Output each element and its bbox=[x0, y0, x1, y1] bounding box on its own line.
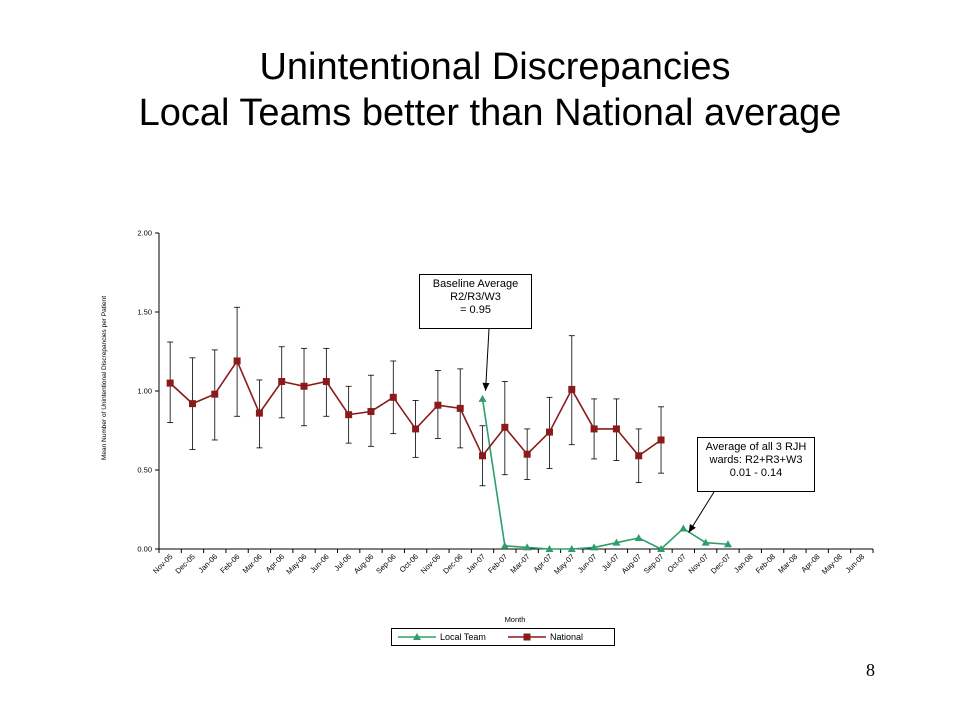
series-line-local-team bbox=[481, 398, 729, 550]
x-tick-label: Mar-06 bbox=[241, 552, 264, 575]
slide-title: Unintentional Discrepancies Local Teams … bbox=[0, 44, 960, 136]
baseline-arrow-icon bbox=[482, 328, 490, 391]
x-tick-label: Jul-06 bbox=[332, 552, 353, 573]
x-tick-label: May-07 bbox=[552, 552, 576, 576]
national-point bbox=[345, 411, 353, 419]
baseline-annotation-line2: R2/R3/W3 bbox=[450, 291, 501, 303]
x-tick-label: May-08 bbox=[820, 552, 844, 576]
national-point bbox=[568, 385, 576, 393]
slide-number: 8 bbox=[866, 660, 875, 680]
x-tick-label: Nov-06 bbox=[419, 552, 442, 575]
national-point bbox=[501, 423, 509, 431]
legend-triangle-icon bbox=[398, 633, 436, 640]
x-tick-label: Apr-07 bbox=[532, 552, 554, 574]
national-point bbox=[479, 452, 487, 460]
local-team-point bbox=[590, 543, 599, 551]
national-point bbox=[300, 382, 308, 390]
legend-label-national: National bbox=[550, 632, 584, 642]
local-team-point bbox=[657, 545, 666, 552]
x-tick-label: Oct-07 bbox=[665, 552, 687, 574]
national-point bbox=[612, 425, 620, 433]
national-point bbox=[367, 408, 375, 416]
average-arrow-icon bbox=[688, 491, 715, 533]
local-team-point bbox=[523, 543, 532, 551]
average-annotation-box: Average of all 3 RJH wards: R2+R3+W3 0.0… bbox=[697, 437, 815, 492]
local-team-point bbox=[545, 545, 554, 552]
local-team-point bbox=[500, 541, 509, 549]
national-point bbox=[456, 404, 464, 412]
local-team-point bbox=[478, 394, 487, 402]
local-team-point bbox=[567, 545, 576, 552]
x-tick-label: Jan-07 bbox=[464, 552, 487, 575]
slide-title-line2: Local Teams better than National average bbox=[138, 92, 842, 134]
x-tick-label: Feb-08 bbox=[754, 552, 777, 575]
x-tick-label: Sep-06 bbox=[374, 552, 397, 575]
x-tick-label: Apr-08 bbox=[799, 552, 821, 574]
x-tick-label: Aug-06 bbox=[352, 552, 375, 575]
local-team-point bbox=[701, 538, 710, 546]
national-point bbox=[389, 393, 397, 401]
x-tick-label: Nov-07 bbox=[687, 552, 710, 575]
x-tick-label: Feb-07 bbox=[486, 552, 509, 575]
local-team-point bbox=[612, 538, 621, 546]
x-tick-label: Feb-06 bbox=[218, 552, 241, 575]
x-tick-label: Mar-07 bbox=[508, 552, 531, 575]
x-tick-label: Jan-06 bbox=[197, 552, 220, 575]
slide-title-line1: Unintentional Discrepancies bbox=[259, 46, 731, 88]
x-tick-label: Apr-06 bbox=[264, 552, 286, 574]
x-tick-label: Oct-06 bbox=[398, 552, 420, 574]
local-team-point bbox=[723, 540, 732, 548]
national-point bbox=[545, 428, 553, 436]
national-point bbox=[434, 401, 442, 409]
legend-square-icon bbox=[508, 633, 546, 641]
national-point bbox=[523, 450, 531, 458]
national-point bbox=[211, 390, 219, 398]
x-tick-label: Jun-06 bbox=[308, 552, 331, 575]
national-point bbox=[590, 425, 598, 433]
national-point bbox=[657, 436, 665, 444]
y-tick-label: 0.50 bbox=[137, 466, 152, 475]
national-point bbox=[188, 400, 196, 408]
y-tick-label: 0.00 bbox=[137, 545, 152, 554]
chart-markers bbox=[166, 357, 732, 552]
legend-label-local-team: Local Team bbox=[440, 632, 486, 642]
x-axis-label: Month bbox=[505, 615, 526, 624]
x-tick-label: Sep-07 bbox=[642, 552, 665, 575]
baseline-annotation-box: Baseline Average R2/R3/W3 = 0.95 bbox=[419, 274, 532, 329]
x-tick-label: Nov-05 bbox=[151, 552, 174, 575]
annotation-arrows bbox=[482, 328, 715, 533]
national-point bbox=[412, 425, 420, 433]
y-tick-label: 1.00 bbox=[137, 387, 152, 396]
x-tick-label: Mar-08 bbox=[776, 552, 799, 575]
x-tick-label: Jun-07 bbox=[576, 552, 599, 575]
x-tick-label: Jun-08 bbox=[844, 552, 867, 575]
y-tick-label: 1.50 bbox=[137, 308, 152, 317]
y-axis-label: Mean Number of Unintentional Discrepanci… bbox=[101, 296, 108, 460]
national-point bbox=[255, 409, 263, 417]
chart-series-lines bbox=[169, 359, 729, 550]
average-annotation-line2: wards: R2+R3+W3 bbox=[709, 454, 803, 466]
national-point bbox=[233, 357, 241, 365]
x-tick-label: Dec-06 bbox=[441, 552, 464, 575]
chart-error-bars bbox=[167, 306, 665, 487]
average-annotation-line1: Average of all 3 RJH bbox=[705, 441, 807, 453]
national-point bbox=[166, 379, 174, 387]
x-tick-label: Dec-05 bbox=[173, 552, 196, 575]
baseline-annotation-line1: Baseline Average bbox=[432, 278, 519, 290]
local-team-point bbox=[634, 533, 643, 541]
chart-legend: Local Team National bbox=[391, 628, 615, 646]
x-tick-label: Dec-07 bbox=[709, 552, 732, 575]
x-tick-label: Aug-07 bbox=[620, 552, 643, 575]
national-point bbox=[322, 378, 330, 386]
x-tick-label: Jul-07 bbox=[600, 552, 621, 573]
y-tick-label: 2.00 bbox=[137, 229, 152, 238]
national-point bbox=[278, 378, 286, 386]
average-annotation-line3: 0.01 - 0.14 bbox=[729, 467, 783, 479]
local-team-point bbox=[679, 524, 688, 532]
x-tick-label: May-06 bbox=[284, 552, 308, 576]
national-point bbox=[635, 452, 643, 460]
x-tick-label: Jan-08 bbox=[732, 552, 755, 575]
baseline-annotation-line3: = 0.95 bbox=[460, 304, 491, 316]
